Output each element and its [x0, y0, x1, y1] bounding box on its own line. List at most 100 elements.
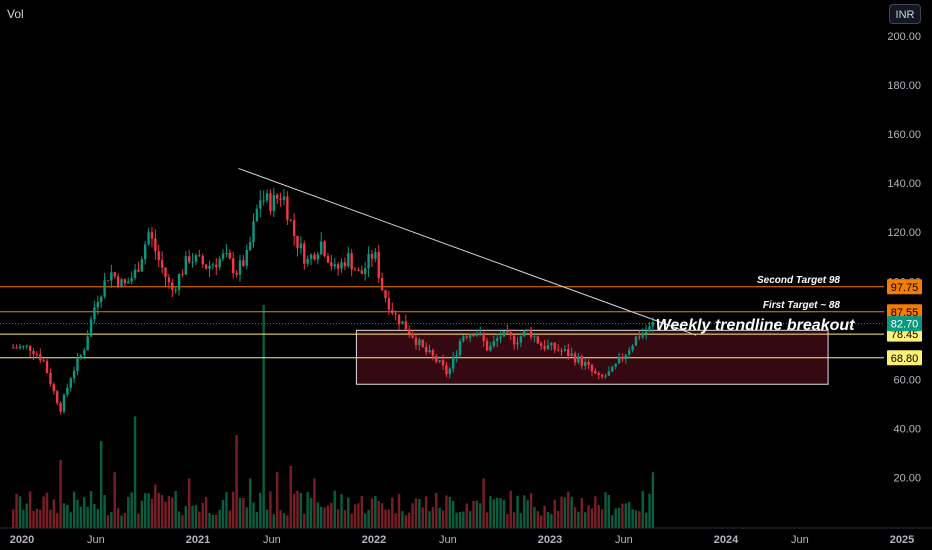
volume-bar — [286, 515, 289, 528]
candle-body — [506, 330, 509, 333]
candle-body — [181, 274, 184, 276]
candle-body — [69, 378, 72, 388]
volume-bar — [370, 498, 374, 528]
y-tick-label: 120.00 — [887, 227, 921, 239]
volume-bar — [330, 502, 333, 528]
y-tick-label: 160.00 — [887, 129, 921, 141]
volume-bar — [18, 496, 22, 528]
volume-bar — [499, 498, 502, 528]
volume-bar — [347, 497, 350, 528]
volume-bar — [292, 493, 296, 528]
volume-bar — [634, 510, 638, 528]
volume-bar — [45, 492, 49, 528]
volume-bar — [438, 507, 441, 528]
volume-bar — [384, 509, 387, 528]
volume-bar — [25, 503, 28, 528]
volume-bar — [59, 459, 62, 528]
x-tick-label: 2020 — [10, 534, 34, 546]
candle-body — [113, 272, 116, 277]
price-badge-label: 87.55 — [891, 307, 919, 319]
candle-body — [39, 354, 42, 361]
time-axis[interactable]: 2020 Jun 2021 Jun 2022 Jun 2023 Jun 2024 Jun 2025 — [0, 527, 932, 546]
candle-body — [567, 349, 570, 357]
volume-bar — [536, 511, 540, 528]
volume-bar — [164, 501, 167, 528]
candle-body — [188, 256, 191, 262]
candle-body — [259, 200, 262, 209]
candle-body — [86, 336, 89, 351]
candle-body — [502, 330, 506, 337]
candle-body — [15, 347, 18, 349]
volume-bar — [482, 478, 485, 528]
candle-body — [543, 346, 546, 349]
price-axis[interactable]: 20.0040.0060.0080.00100.00120.00140.0016… — [884, 0, 932, 550]
volume-bar — [83, 497, 86, 528]
candle-body — [489, 346, 492, 351]
volume-bar — [150, 498, 154, 528]
candle-body — [282, 196, 286, 200]
candle-body — [330, 262, 333, 267]
currency-button[interactable]: INR — [889, 4, 921, 24]
volume-bar — [110, 511, 113, 528]
candle-body — [59, 402, 62, 412]
volume-bar — [245, 507, 248, 528]
candle-body — [276, 194, 279, 199]
candle-body — [509, 332, 512, 336]
candle-body — [218, 258, 221, 268]
volume-bar — [604, 492, 607, 528]
volume-bar — [56, 513, 59, 528]
x-tick-label: 2025 — [890, 534, 914, 546]
volume-bar — [103, 495, 106, 528]
volume-bar — [127, 496, 130, 528]
price-badge — [887, 304, 922, 320]
volume-bar — [137, 513, 140, 528]
candle-body — [570, 353, 573, 357]
candle-body — [160, 260, 164, 268]
volume-bars — [12, 304, 655, 528]
volume-bar — [326, 505, 330, 528]
volume-bar — [472, 500, 475, 528]
volume-bar — [563, 497, 567, 528]
candle-body — [414, 337, 418, 346]
volume-bar — [120, 515, 123, 528]
volume-bar — [49, 509, 52, 528]
candle-body — [519, 336, 523, 343]
volume-bar — [140, 500, 144, 528]
volume-bar — [617, 507, 621, 528]
candle-body — [272, 194, 276, 211]
candle-body — [360, 270, 364, 274]
candle-body — [140, 259, 144, 272]
volume-bar — [364, 513, 367, 528]
volume-bar — [638, 511, 641, 528]
volume-bar — [174, 491, 177, 528]
x-tick-label: 2022 — [362, 534, 386, 546]
candle-body — [32, 350, 35, 355]
candle-body — [296, 235, 299, 249]
candle-body — [600, 375, 604, 377]
candle-body — [590, 364, 594, 372]
x-tick-label: 2021 — [186, 534, 210, 546]
volume-bar — [570, 496, 573, 528]
volume-bar — [323, 507, 326, 528]
volume-bar — [600, 509, 604, 528]
candle-body — [604, 375, 607, 377]
volume-bar — [560, 496, 563, 528]
volume-bar — [465, 503, 468, 528]
volume-bar — [191, 505, 194, 528]
candle-body — [147, 232, 150, 245]
candle-body — [343, 262, 347, 267]
volume-bar — [580, 498, 584, 528]
candle-body — [428, 350, 431, 353]
volume-bar — [289, 466, 292, 528]
volume-bar — [492, 499, 496, 528]
candle-body — [438, 360, 441, 362]
volume-bar — [201, 502, 204, 528]
candle-body — [441, 360, 445, 366]
volume-bar — [441, 510, 445, 528]
volume-bar — [215, 514, 218, 528]
candle-body — [550, 342, 553, 346]
volume-bar — [72, 491, 76, 528]
candle-body — [248, 242, 252, 251]
candle-body — [93, 307, 96, 320]
